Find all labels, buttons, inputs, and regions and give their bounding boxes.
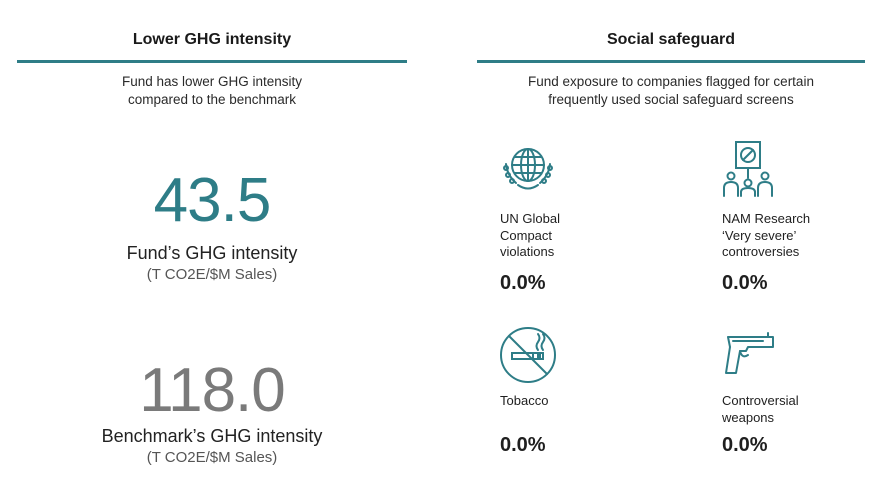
- controversial-weapons-label: Controversial weapons: [722, 393, 799, 426]
- tobacco-line-1: Tobacco: [500, 393, 549, 408]
- benchmark-ghg-unit: (T CO2E/$M Sales): [146, 449, 278, 466]
- ghg-subtitle-line-2: compared to the benchmark: [127, 92, 297, 107]
- ghg-subtitle-line-1: Fund has lower GHG intensity: [121, 74, 303, 89]
- controversial-weapons-value: 0.0%: [722, 434, 768, 456]
- fund-ghg-label: Fund’s GHG intensity: [126, 243, 298, 263]
- tobacco-label: Tobacco: [500, 393, 548, 410]
- handgun-icon: [718, 325, 778, 385]
- nam-research-line-2: ‘Very severe’: [722, 227, 797, 243]
- ghg-panel-title: Lower GHG intensity: [132, 31, 292, 48]
- ghg-panel-subtitle: Fund has lower GHG intensity compared to…: [17, 73, 407, 109]
- globe-wreath-icon: [498, 138, 558, 198]
- un-global-compact-line-2: Compact: [500, 227, 553, 243]
- un-global-compact-label: UN Global Compact violations: [500, 211, 560, 261]
- nam-research-value: 0.0%: [722, 272, 768, 294]
- social-subtitle-line-2: frequently used social safeguard screens: [548, 92, 794, 107]
- protest-sign-icon: [718, 138, 778, 198]
- controversial-weapons-line-2: weapons: [722, 409, 775, 425]
- un-global-compact-line-3: violations: [500, 244, 555, 259]
- benchmark-ghg-value: 118.0: [139, 356, 286, 425]
- un-global-compact-line-1: UN Global: [500, 211, 560, 226]
- nam-research-line-1: NAM Research: [722, 211, 811, 226]
- controversial-weapons-line-1: Controversial: [722, 393, 799, 408]
- social-panel-divider: [477, 60, 865, 63]
- ghg-panel-divider: [17, 60, 407, 63]
- nam-research-line-3: controversies: [722, 244, 800, 259]
- social-panel-title: Social safeguard: [606, 31, 736, 48]
- fund-ghg-unit: (T CO2E/$M Sales): [146, 266, 278, 283]
- fund-ghg-value: 43.5: [153, 166, 272, 235]
- benchmark-ghg-label: Benchmark’s GHG intensity: [101, 426, 323, 446]
- no-smoking-icon: [498, 325, 558, 385]
- social-panel-subtitle: Fund exposure to companies flagged for c…: [477, 73, 865, 109]
- social-subtitle-line-1: Fund exposure to companies flagged for c…: [528, 74, 814, 89]
- tobacco-value: 0.0%: [500, 434, 546, 456]
- nam-research-label: NAM Research ‘Very severe’ controversies: [722, 211, 810, 261]
- un-global-compact-value: 0.0%: [500, 272, 546, 294]
